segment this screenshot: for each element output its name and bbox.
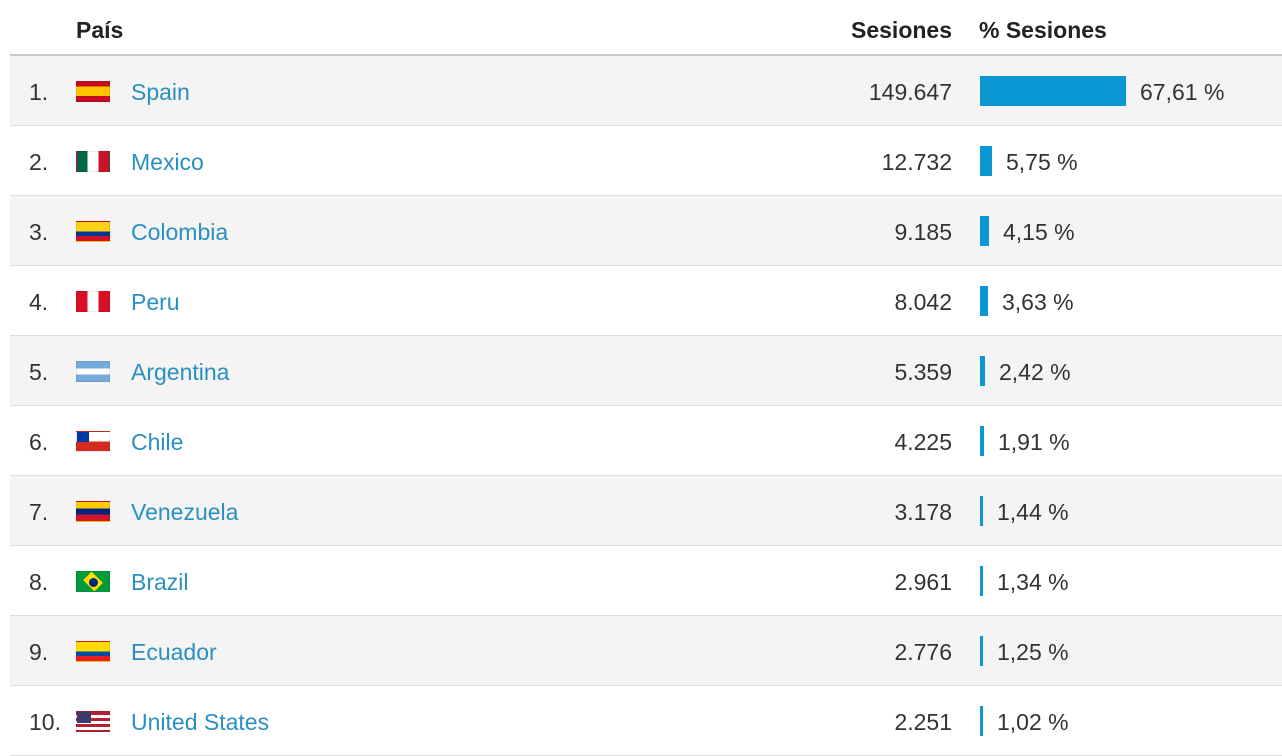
sessions-percentage: 1,02 % (997, 709, 1069, 735)
ecuador-flag-icon (76, 641, 110, 662)
country-link[interactable]: Spain (131, 79, 190, 105)
country-link[interactable]: Chile (131, 429, 184, 455)
venezuela-flag-icon (76, 501, 110, 522)
sessions-share-bar (980, 706, 983, 736)
sessions-share-bar (980, 356, 985, 386)
country-link[interactable]: Colombia (131, 219, 229, 245)
country-link[interactable]: Peru (131, 289, 180, 315)
column-header-sessions[interactable]: Sesiones (851, 17, 952, 43)
mexico-flag-icon (76, 151, 110, 172)
peru-flag-icon (76, 291, 110, 312)
chile-flag-icon (76, 431, 110, 452)
row-rank: 4. (29, 289, 49, 315)
column-header-pct-sessions[interactable]: % Sesiones (979, 17, 1107, 43)
sessions-value: 5.359 (894, 359, 952, 385)
row-rank: 1. (29, 79, 49, 105)
sessions-percentage: 67,61 % (1140, 79, 1225, 105)
spain-flag-icon (76, 81, 110, 102)
sessions-value: 2.961 (894, 569, 952, 595)
row-rank: 6. (29, 429, 49, 455)
sessions-share-bar (980, 216, 989, 246)
sessions-percentage: 1,44 % (997, 499, 1069, 525)
table-row: 2. Mexico 12.732 5,75 % (10, 126, 1282, 196)
sessions-share-bar (980, 426, 984, 456)
row-rank: 3. (29, 219, 49, 245)
sessions-share-bar (980, 76, 1126, 106)
country-link[interactable]: Mexico (131, 149, 204, 175)
table-row: 3. Colombia 9.185 4,15 % (10, 196, 1282, 266)
sessions-percentage: 3,63 % (1002, 289, 1074, 315)
table-row: 8. Brazil 2.961 1,34 % (10, 546, 1282, 616)
sessions-share-bar (980, 566, 983, 596)
sessions-share-bar (980, 286, 988, 316)
table-header: País Sesiones % Sesiones (10, 0, 1282, 56)
row-rank: 2. (29, 149, 49, 175)
table-row: 6. Chile 4.225 1,91 % (10, 406, 1282, 476)
sessions-value: 4.225 (894, 429, 952, 455)
united-states-flag-icon (76, 711, 110, 732)
sessions-value: 2.776 (894, 639, 952, 665)
table-row: 9. Ecuador 2.776 1,25 % (10, 616, 1282, 686)
country-link[interactable]: Venezuela (131, 499, 239, 525)
table-body: 1. Spain 149.647 67,61 % 2. Mexico 12.732 5,75 … (10, 56, 1282, 756)
row-rank: 9. (29, 639, 49, 665)
country-link[interactable]: United States (131, 709, 270, 735)
sessions-share-bar (980, 636, 983, 666)
sessions-value: 8.042 (894, 289, 952, 315)
table-row: 1. Spain 149.647 67,61 % (10, 56, 1282, 126)
sessions-share-bar (980, 496, 983, 526)
table-row: 10. United States 2.251 1,02 % (10, 686, 1282, 756)
sessions-percentage: 2,42 % (999, 359, 1071, 385)
country-link[interactable]: Brazil (131, 569, 189, 595)
table-row: 5. Argentina 5.359 2,42 % (10, 336, 1282, 406)
table-row: 4. Peru 8.042 3,63 % (10, 266, 1282, 336)
row-rank: 5. (29, 359, 49, 385)
brazil-flag-icon (76, 571, 110, 592)
row-rank: 10. (29, 709, 61, 735)
sessions-percentage: 1,91 % (998, 429, 1070, 455)
sessions-value: 3.178 (894, 499, 952, 525)
sessions-percentage: 1,34 % (997, 569, 1069, 595)
colombia-flag-icon (76, 221, 110, 242)
sessions-percentage: 4,15 % (1003, 219, 1075, 245)
sessions-percentage: 1,25 % (997, 639, 1069, 665)
sessions-share-bar (980, 146, 992, 176)
row-rank: 7. (29, 499, 49, 525)
country-link[interactable]: Ecuador (131, 639, 217, 665)
row-rank: 8. (29, 569, 49, 595)
sessions-value: 149.647 (868, 79, 952, 105)
argentina-flag-icon (76, 361, 110, 382)
country-link[interactable]: Argentina (131, 359, 230, 385)
column-header-country[interactable]: País (76, 17, 124, 43)
sessions-value: 12.732 (881, 149, 952, 175)
sessions-value: 9.185 (894, 219, 952, 245)
country-sessions-table: País Sesiones % Sesiones 1. Spain 149.647 6… (10, 0, 1282, 756)
sessions-value: 2.251 (894, 709, 952, 735)
sessions-percentage: 5,75 % (1006, 149, 1078, 175)
table-row: 7. Venezuela 3.178 1,44 % (10, 476, 1282, 546)
